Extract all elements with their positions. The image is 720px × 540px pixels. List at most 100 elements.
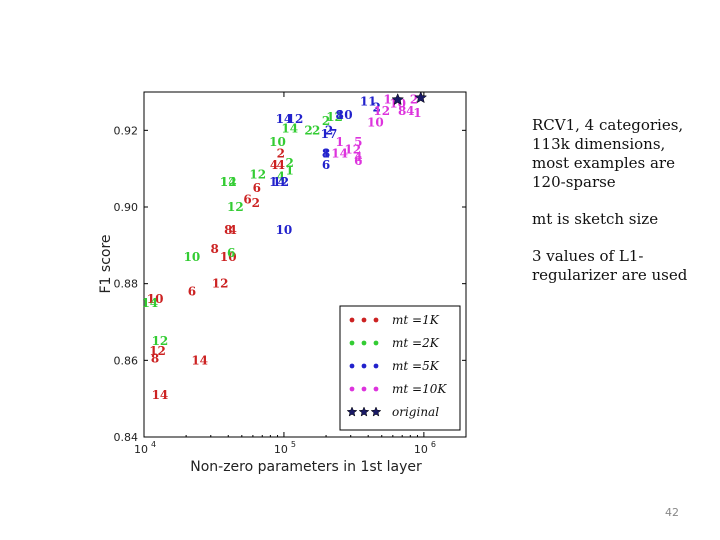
data-point-label: 8 bbox=[322, 146, 330, 160]
data-point-label: 10 bbox=[184, 250, 201, 264]
x-tick-label: 10 bbox=[134, 443, 148, 456]
y-axis-title: F1 score bbox=[98, 234, 114, 293]
y-tick-label: 0.90 bbox=[114, 201, 139, 214]
note-regularizer: 3 values of L1-regularizer are used bbox=[532, 247, 688, 284]
data-point-label: 12 bbox=[287, 112, 304, 126]
legend-star-marker bbox=[358, 406, 370, 417]
data-point-label: 12 bbox=[249, 167, 266, 181]
y-tick-label: 0.92 bbox=[114, 124, 139, 137]
y-tick-label: 0.84 bbox=[114, 431, 139, 444]
data-point-label: 2 bbox=[322, 114, 330, 128]
data-point-label: 4 bbox=[277, 158, 285, 172]
data-point-label: 2 bbox=[252, 196, 260, 210]
data-point-label: 6 bbox=[243, 192, 251, 206]
data-point-label: 8 bbox=[398, 104, 406, 118]
data-point-label: 14 bbox=[269, 175, 286, 189]
data-point-label: 12 bbox=[212, 277, 229, 291]
data-point-label: 2 bbox=[312, 123, 320, 137]
data-point-label: 10 bbox=[367, 116, 384, 130]
original-star-marker bbox=[414, 91, 428, 104]
data-point-label: 4 bbox=[406, 104, 414, 118]
legend-dot-marker bbox=[373, 340, 379, 346]
data-point-label: 4 bbox=[228, 223, 236, 237]
x-tick-exponent: 4 bbox=[151, 440, 156, 449]
note-sketch-size: mt is sketch size bbox=[532, 210, 659, 228]
legend-box bbox=[339, 305, 461, 431]
data-point-label: 1 bbox=[413, 106, 421, 120]
x-tick-exponent: 5 bbox=[291, 440, 296, 449]
x-tick-exponent: 6 bbox=[431, 440, 436, 449]
legend-dot-marker bbox=[373, 363, 379, 369]
x-tick-label: 10 bbox=[414, 443, 428, 456]
data-point-label: 8 bbox=[224, 223, 232, 237]
slide-notes: RCV1, 4 categories, 113k dimensions, mos… bbox=[532, 116, 702, 303]
data-point-label: 6 bbox=[354, 154, 362, 168]
data-point-label: 14 bbox=[276, 112, 293, 126]
data-point-label: 6 bbox=[322, 158, 330, 172]
data-point-label: 4 bbox=[354, 150, 362, 164]
data-point-label: 2 bbox=[373, 100, 381, 114]
data-point-label: 12 bbox=[373, 104, 390, 118]
legend-entry-label: mt =5K bbox=[392, 359, 440, 373]
legend-dot-marker bbox=[361, 386, 367, 392]
data-point-label: 12 bbox=[326, 110, 343, 124]
data-point-label: 6 bbox=[253, 181, 261, 195]
data-point-label: 12 bbox=[227, 200, 244, 214]
data-point-label: 11 bbox=[360, 95, 377, 109]
legend-dot-marker bbox=[361, 317, 367, 323]
data-point-label: 17 bbox=[321, 127, 338, 141]
data-point-label: 1 bbox=[322, 146, 330, 160]
data-point-label: 10 bbox=[147, 292, 164, 306]
legend-dot-marker bbox=[361, 363, 367, 369]
data-point-label: 12 bbox=[272, 175, 289, 189]
data-point-label: 2 bbox=[277, 146, 285, 160]
data-point-label: 8 bbox=[151, 351, 159, 365]
data-point-label: 1 bbox=[383, 93, 391, 107]
data-point-label: 14 bbox=[141, 296, 158, 310]
data-point-label: 12 bbox=[152, 334, 169, 348]
y-tick-label: 0.86 bbox=[114, 354, 139, 367]
legend-entry-label: original bbox=[392, 405, 439, 419]
data-point-label: 14 bbox=[331, 146, 348, 160]
data-point-label: 6 bbox=[188, 284, 196, 298]
legend-dot-marker bbox=[373, 317, 379, 323]
data-point-label: 6 bbox=[227, 246, 235, 260]
legend-dot-marker bbox=[349, 363, 355, 369]
data-point-label: 4 bbox=[277, 169, 285, 183]
legend-dot-marker bbox=[349, 340, 355, 346]
data-point-label: 12 bbox=[344, 143, 361, 157]
data-point-label: 2 bbox=[304, 123, 312, 137]
data-point-label: 8 bbox=[335, 108, 343, 122]
data-point-label: 8 bbox=[211, 242, 219, 256]
data-point-label: 2 bbox=[286, 156, 294, 170]
legend-dot-marker bbox=[361, 340, 367, 346]
data-point-label: 12 bbox=[149, 344, 166, 358]
legend-star-marker bbox=[370, 406, 382, 417]
data-point-label: 5 bbox=[354, 135, 362, 149]
data-point-label: 12 bbox=[220, 175, 237, 189]
data-point-label: 10 bbox=[336, 108, 353, 122]
data-point-label: 1 bbox=[286, 164, 294, 178]
original-star-marker bbox=[391, 93, 405, 106]
x-axis-title: Non-zero parameters in 1st layer bbox=[190, 459, 422, 475]
legend-dot-marker bbox=[373, 386, 379, 392]
x-tick-label: 10 bbox=[274, 443, 288, 456]
data-point-label: 2 bbox=[410, 93, 418, 107]
data-point-label: 4 bbox=[270, 158, 278, 172]
legend-dot-marker bbox=[349, 386, 355, 392]
data-point-label: 14 bbox=[152, 388, 169, 402]
data-point-label: 10 bbox=[389, 97, 406, 111]
note-dataset: RCV1, 4 categories, 113k dimensions, mos… bbox=[532, 116, 684, 191]
legend-entry-label: mt =10K bbox=[392, 382, 447, 396]
y-tick-label: 0.88 bbox=[114, 278, 139, 291]
data-point-label: 14 bbox=[220, 175, 237, 189]
legend-dot-marker bbox=[349, 317, 355, 323]
data-point-label: 1 bbox=[335, 135, 343, 149]
data-point-label: 10 bbox=[220, 250, 237, 264]
data-point-label: 14 bbox=[281, 121, 298, 135]
data-point-label: 14 bbox=[191, 353, 208, 367]
legend-entry-label: mt =1K bbox=[392, 313, 440, 327]
legend-star-marker bbox=[346, 406, 358, 417]
